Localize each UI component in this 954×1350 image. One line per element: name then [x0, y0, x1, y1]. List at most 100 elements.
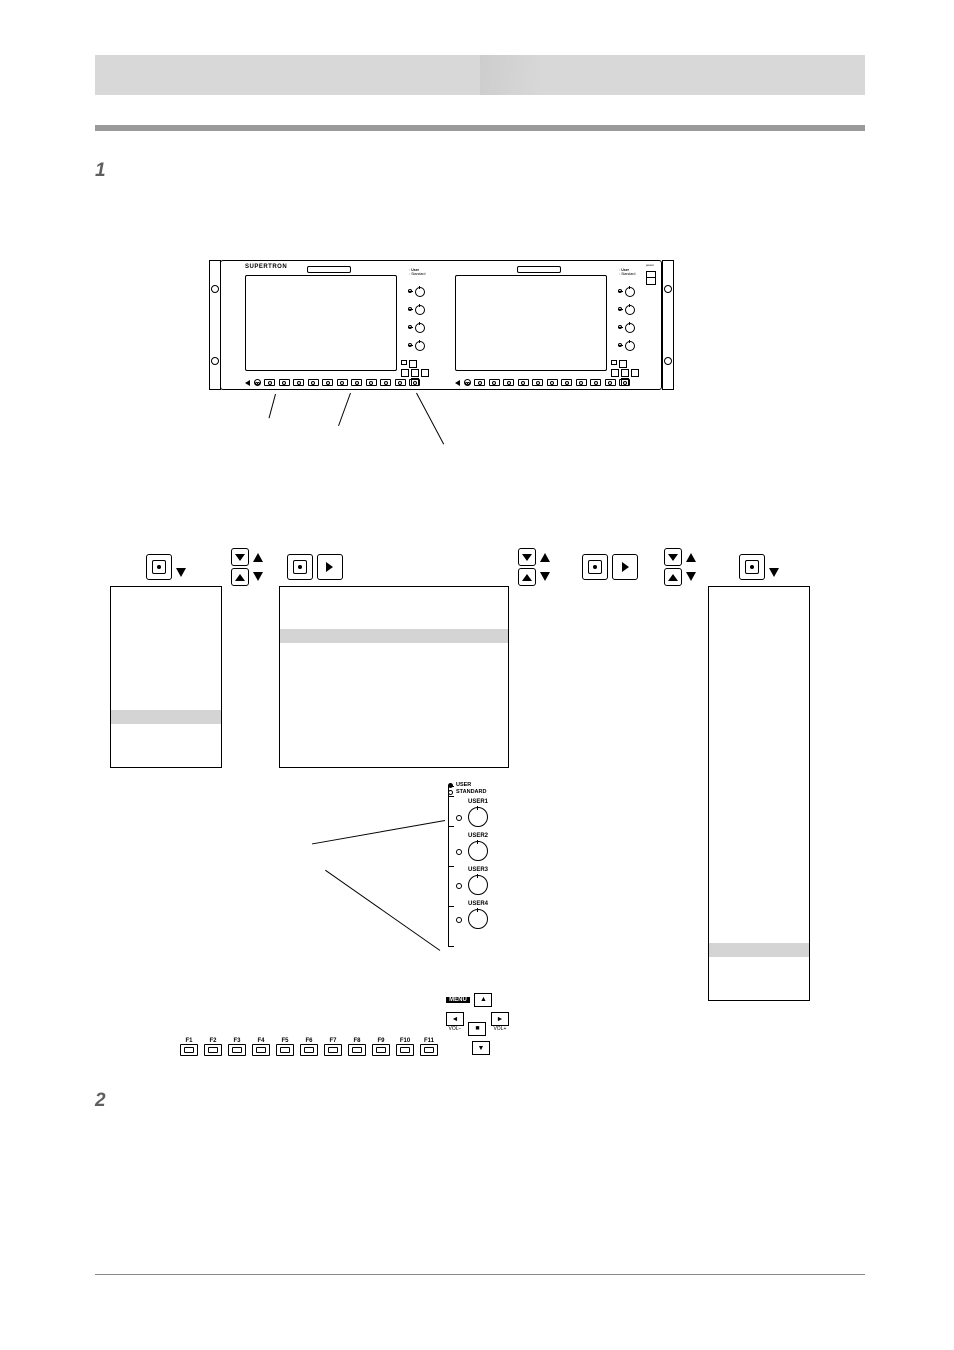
fbtn[interactable]	[532, 379, 543, 386]
play-icon	[455, 380, 460, 386]
menu-down-button[interactable]: ▼	[472, 1041, 490, 1055]
fbtn[interactable]	[380, 379, 391, 386]
knob-label: USER2	[468, 833, 516, 839]
right-button-icon[interactable]	[317, 554, 343, 580]
gray-band	[111, 710, 221, 724]
fbtn[interactable]	[561, 379, 572, 386]
header-gray-wedge	[480, 55, 540, 95]
knob-user4-r[interactable]	[625, 341, 635, 351]
menu-buttons-small-2	[611, 359, 639, 386]
knob-user1[interactable]	[415, 287, 425, 297]
fbtn[interactable]	[366, 379, 377, 386]
fkey-row-screen2	[455, 376, 630, 386]
side-legend-standard: ◦ Standard	[409, 272, 425, 276]
rack-ear-left	[209, 260, 221, 390]
menu-up-button[interactable]: ▲	[474, 993, 492, 1007]
fbtn[interactable]	[576, 379, 587, 386]
knob-user4-large[interactable]	[468, 909, 488, 929]
fbtn[interactable]	[547, 379, 558, 386]
menu-button-cluster: MENU ▲ ◄ VOL− ■ ► VOL+ ▼	[446, 988, 509, 1055]
vol-minus-label: VOL−	[446, 1026, 464, 1032]
gray-band	[709, 943, 809, 957]
fkey-button[interactable]	[228, 1044, 246, 1056]
user-knob-panel: USER STANDARD USER1 USER2 USER3 USER4	[446, 782, 516, 935]
callout-line	[269, 394, 276, 418]
knob-user3[interactable]	[415, 323, 425, 333]
header-divider	[95, 125, 865, 131]
fbtn[interactable]	[590, 379, 601, 386]
fbtn[interactable]	[503, 379, 514, 386]
center-button-icon[interactable]	[582, 554, 608, 580]
fbtn[interactable]	[264, 379, 275, 386]
fbtn[interactable]	[489, 379, 500, 386]
up-button-icon[interactable]	[518, 568, 536, 586]
menu-label: MENU	[446, 997, 470, 1003]
handle-left	[307, 266, 351, 273]
power-label: power	[646, 263, 654, 267]
arrows-updown-icon	[253, 547, 263, 587]
screen-left	[245, 275, 397, 371]
fkey-button[interactable]	[204, 1044, 222, 1056]
down-button-icon[interactable]	[518, 548, 536, 566]
fbtn[interactable]	[279, 379, 290, 386]
rack-device: SUPERTRON ◦ User ◦ Standard ◦ User ◦ Sta…	[220, 260, 662, 390]
screen-right	[455, 275, 607, 371]
fbtn[interactable]	[293, 379, 304, 386]
fkey-button[interactable]	[396, 1044, 414, 1056]
jog-dial-icon[interactable]	[464, 379, 471, 386]
column-b	[222, 548, 272, 586]
knob-user2-large[interactable]	[468, 841, 488, 861]
column-d	[565, 548, 655, 586]
menu-left-button[interactable]: ◄	[446, 1012, 464, 1026]
menu-center-button[interactable]: ■	[468, 1022, 486, 1036]
fbtn[interactable]	[351, 379, 362, 386]
knob-label: USER3	[468, 867, 516, 873]
knob-user2-r[interactable]	[625, 305, 635, 315]
menu-buttons-small-1	[401, 359, 429, 386]
down-button-icon[interactable]	[231, 548, 249, 566]
fkey-button[interactable]	[180, 1044, 198, 1056]
play-icon	[245, 380, 250, 386]
arrow-down-icon	[769, 568, 779, 577]
center-button-icon[interactable]	[287, 554, 313, 580]
menu-right-button[interactable]: ►	[491, 1012, 509, 1026]
jog-dial-icon[interactable]	[254, 379, 261, 386]
fbtn[interactable]	[474, 379, 485, 386]
knob-user1-large[interactable]	[468, 807, 488, 827]
center-button-icon[interactable]	[739, 554, 765, 580]
fbtn[interactable]	[518, 379, 529, 386]
knob-user4[interactable]	[415, 341, 425, 351]
fbtn[interactable]	[308, 379, 319, 386]
down-button-icon[interactable]	[664, 548, 682, 566]
knob-label: USER1	[468, 799, 516, 805]
knob-user2[interactable]	[415, 305, 425, 315]
fkey-button[interactable]	[276, 1044, 294, 1056]
fkey-button[interactable]	[300, 1044, 318, 1056]
power-switch[interactable]	[646, 271, 656, 285]
fbtn[interactable]	[322, 379, 333, 386]
arrows-updown-icon	[540, 547, 550, 587]
fbtn[interactable]	[337, 379, 348, 386]
fkey-button[interactable]	[348, 1044, 366, 1056]
fkey-button[interactable]	[372, 1044, 390, 1056]
rack-ear-right	[662, 260, 674, 390]
fkey-button[interactable]	[252, 1044, 270, 1056]
knob-user3-r[interactable]	[625, 323, 635, 333]
section-number-2: 2	[95, 1090, 106, 1112]
arrow-down-icon	[176, 568, 186, 577]
column-e	[655, 548, 705, 586]
center-button-icon[interactable]	[146, 554, 172, 580]
side-legend-standard-r: ◦ Standard	[619, 272, 635, 276]
right-button-icon[interactable]	[612, 554, 638, 580]
fkey-button[interactable]	[324, 1044, 342, 1056]
fkey-button[interactable]	[420, 1044, 438, 1056]
up-button-icon[interactable]	[231, 568, 249, 586]
up-button-icon[interactable]	[664, 568, 682, 586]
section-number-1: 1	[95, 160, 106, 182]
footer-divider	[95, 1274, 865, 1275]
knob-user1-r[interactable]	[625, 287, 635, 297]
column-a	[110, 548, 222, 768]
knob-user3-large[interactable]	[468, 875, 488, 895]
gray-band	[280, 629, 508, 643]
callout-line	[338, 393, 351, 426]
